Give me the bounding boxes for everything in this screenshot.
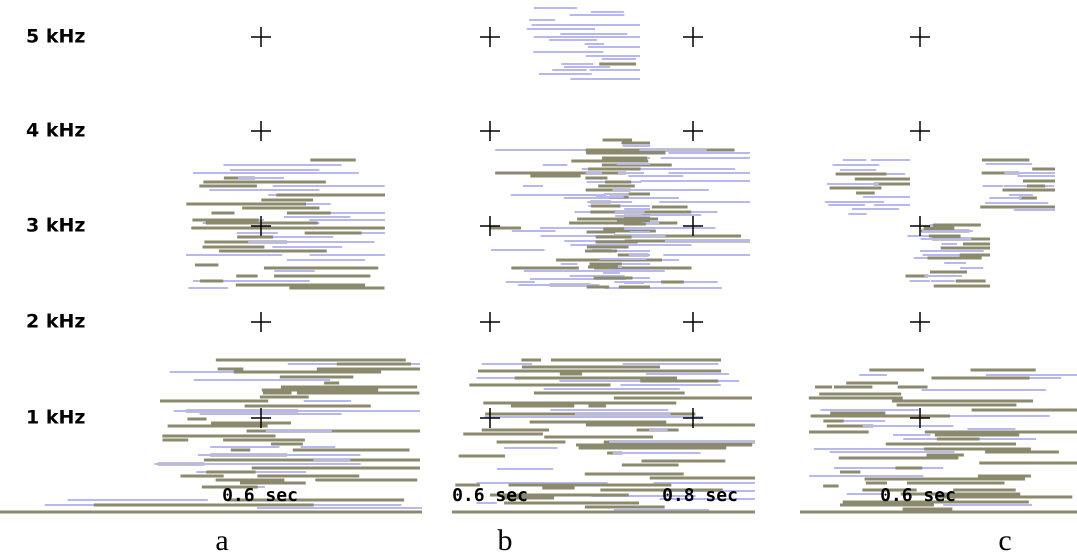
spectrogram-area [0,7,1077,514]
grid-cross [683,216,703,236]
grid-cross [251,27,271,47]
grid-cross [910,216,930,236]
time-label: 0.8 sec [662,485,738,506]
frequency-label: 5 kHz [26,26,85,48]
grid-cross [251,312,271,332]
grid-cross [910,408,930,428]
panel-label: a [215,524,228,557]
grid-cross [480,408,500,428]
frequency-label: 2 kHz [26,311,85,333]
grid-cross [480,312,500,332]
grid-cross [480,121,500,141]
frequency-label: 4 kHz [26,120,85,142]
grid-cross [910,27,930,47]
grid-cross [683,408,703,428]
time-label: 0.6 sec [452,485,528,506]
grid-cross [480,27,500,47]
time-label: 0.6 sec [880,485,956,506]
grid-cross [910,121,930,141]
grid-cross [683,312,703,332]
frequency-label: 1 kHz [26,407,85,429]
grid-cross [251,121,271,141]
grid-cross [251,216,271,236]
grid-cross [910,312,930,332]
grid-cross [480,216,500,236]
grid-cross [683,27,703,47]
labels: 5 kHz 4 kHz 3 kHz 2 kHz 1 kHz a 0.6 sec b 0.6 se… [26,26,1012,557]
frequency-label: 3 kHz [26,215,85,237]
panel-label: c [998,524,1011,557]
time-label: 0.6 sec [222,485,298,506]
panel-label: b [498,524,513,557]
grid-cross [683,121,703,141]
grid-cross [251,408,271,428]
markers [251,27,930,428]
